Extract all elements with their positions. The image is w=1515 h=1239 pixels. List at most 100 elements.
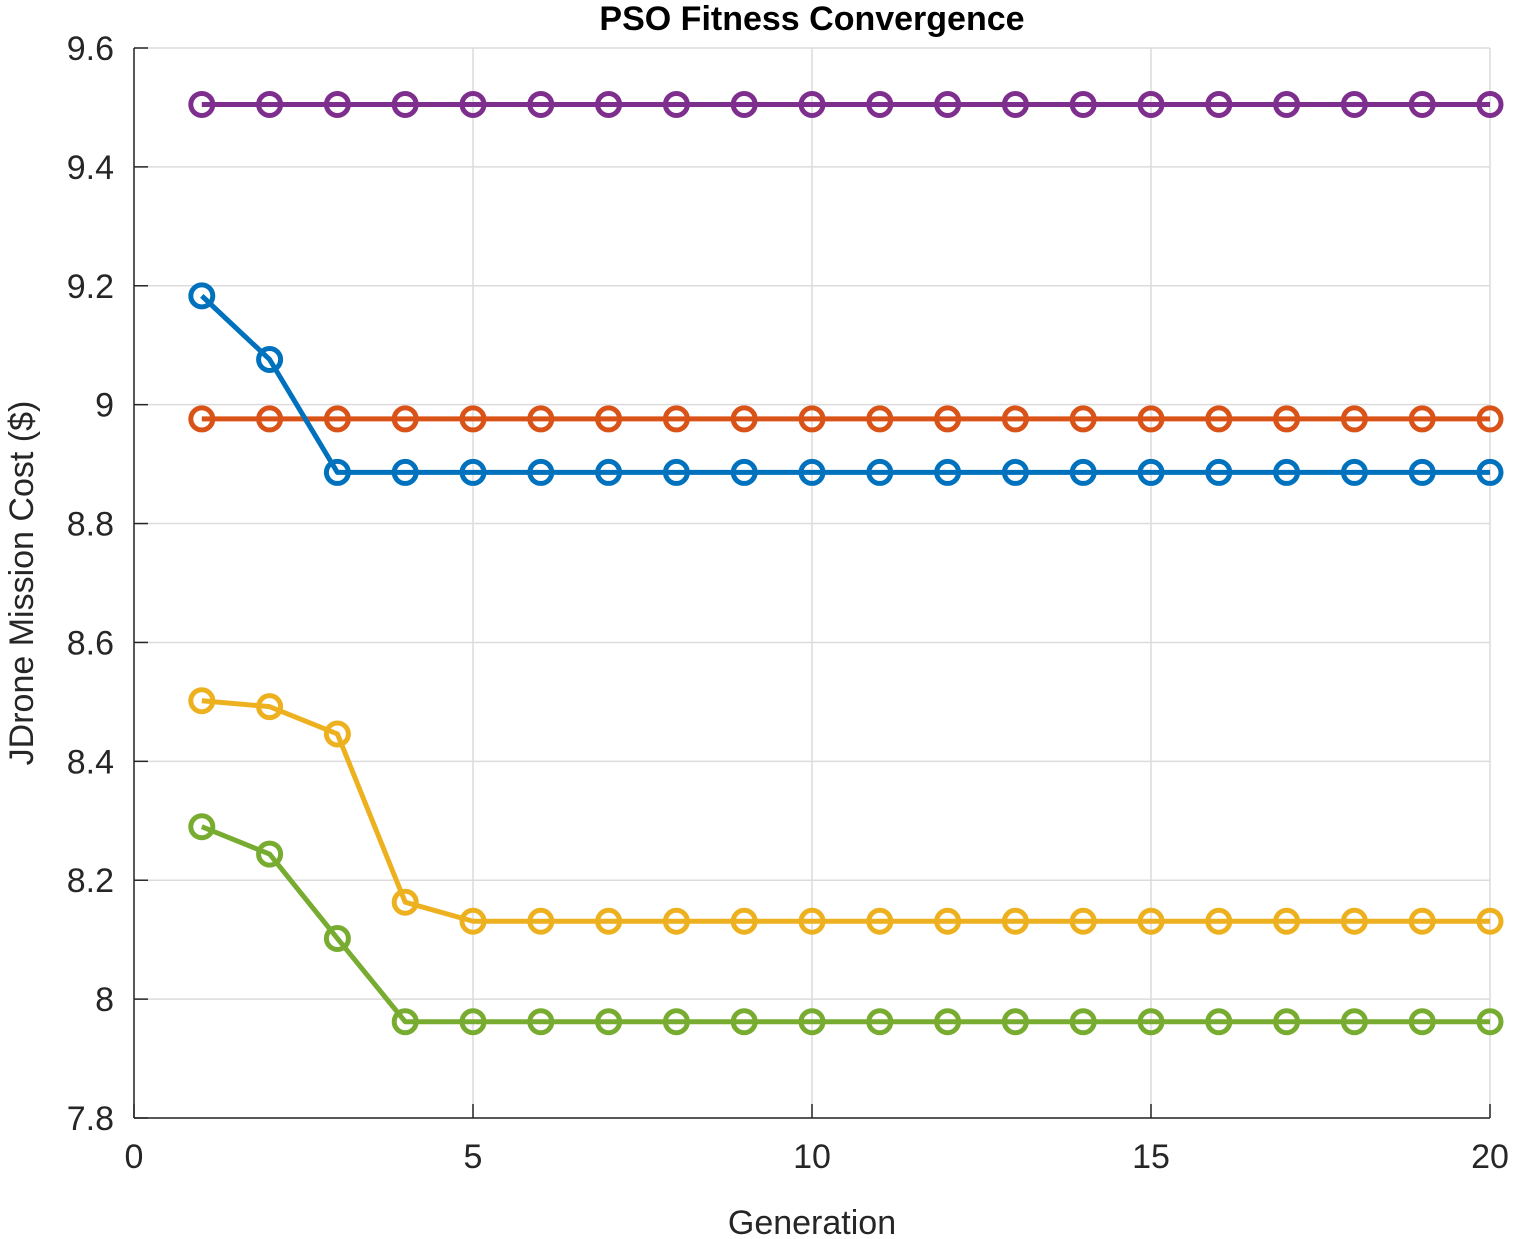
data-point	[1205, 1008, 1233, 1036]
data-point	[1137, 405, 1165, 433]
series-5	[188, 813, 1504, 1036]
data-point	[391, 405, 419, 433]
data-point	[1476, 405, 1504, 433]
y-tick-label: 9.4	[67, 149, 114, 187]
data-point	[527, 1008, 555, 1036]
data-point	[662, 1008, 690, 1036]
data-point	[1408, 1008, 1436, 1036]
data-point	[595, 90, 623, 118]
data-point	[866, 458, 894, 486]
data-point	[1137, 907, 1165, 935]
data-point	[256, 90, 284, 118]
data-point	[798, 1008, 826, 1036]
data-point	[527, 405, 555, 433]
data-point	[1408, 907, 1436, 935]
data-point	[1137, 1008, 1165, 1036]
data-point	[1273, 907, 1301, 935]
data-point	[1476, 90, 1504, 118]
data-point	[391, 888, 419, 916]
data-point	[188, 813, 216, 841]
data-point	[188, 282, 216, 310]
data-point	[595, 1008, 623, 1036]
data-point	[1340, 907, 1368, 935]
data-point	[934, 405, 962, 433]
data-point	[798, 458, 826, 486]
data-point	[934, 458, 962, 486]
data-point	[1340, 90, 1368, 118]
data-point	[730, 405, 758, 433]
y-tick-label: 8.6	[67, 624, 114, 662]
grid	[133, 47, 1491, 1119]
data-point	[256, 405, 284, 433]
data-point	[527, 907, 555, 935]
data-point	[188, 687, 216, 715]
ticks: 0 5 10 15 20 7.8 8 8.2 8.4 8.6 8.8 9 9.2 9.4 9.6	[67, 30, 1509, 1176]
data-point	[459, 405, 487, 433]
x-tick-label: 0	[125, 1138, 144, 1176]
y-tick-label: 8.2	[67, 862, 114, 900]
data-point	[459, 907, 487, 935]
data-point	[323, 924, 351, 952]
data-point	[595, 405, 623, 433]
data-point	[662, 90, 690, 118]
series-1	[188, 90, 1504, 118]
data-point	[459, 90, 487, 118]
y-tick-label: 9.2	[67, 268, 114, 306]
data-point	[595, 907, 623, 935]
data-point	[730, 1008, 758, 1036]
series-3	[188, 282, 1504, 486]
data-point	[595, 458, 623, 486]
data-point	[1273, 405, 1301, 433]
data-point	[866, 90, 894, 118]
data-point	[256, 693, 284, 721]
data-point	[1205, 907, 1233, 935]
data-point	[1476, 458, 1504, 486]
y-tick-label: 8.4	[67, 743, 114, 781]
data-point	[934, 1008, 962, 1036]
data-point	[1205, 405, 1233, 433]
data-point	[1069, 90, 1097, 118]
chart-title: PSO Fitness Convergence	[599, 0, 1024, 38]
data-point	[323, 458, 351, 486]
series-4	[188, 687, 1504, 935]
data-point	[1205, 90, 1233, 118]
data-point	[188, 405, 216, 433]
data-point	[1340, 405, 1368, 433]
x-axis-label: Generation	[728, 1204, 896, 1239]
data-point	[730, 458, 758, 486]
data-point	[1001, 907, 1029, 935]
data-point	[1476, 907, 1504, 935]
x-tick-label: 20	[1471, 1138, 1509, 1176]
data-point	[1069, 1008, 1097, 1036]
data-point	[1001, 405, 1029, 433]
data-point	[1137, 90, 1165, 118]
data-point	[459, 1008, 487, 1036]
data-point	[527, 458, 555, 486]
series-2	[188, 405, 1504, 433]
y-tick-label: 8	[95, 981, 114, 1019]
data-point	[323, 90, 351, 118]
data-point	[256, 840, 284, 868]
data-point	[866, 1008, 894, 1036]
data-point	[1476, 1008, 1504, 1036]
data-point	[934, 90, 962, 118]
data-point	[1408, 458, 1436, 486]
data-point	[323, 720, 351, 748]
series-group	[188, 90, 1504, 1036]
x-tick-label: 15	[1132, 1138, 1170, 1176]
data-point	[188, 90, 216, 118]
x-tick-label: 5	[464, 1138, 483, 1176]
data-point	[391, 90, 419, 118]
series-line	[200, 294, 1490, 475]
data-point	[1340, 1008, 1368, 1036]
data-point	[730, 90, 758, 118]
data-point	[1408, 90, 1436, 118]
data-point	[798, 907, 826, 935]
data-point	[1001, 1008, 1029, 1036]
data-point	[798, 405, 826, 433]
data-point	[1340, 458, 1368, 486]
data-point	[256, 345, 284, 373]
data-point	[1069, 405, 1097, 433]
data-point	[662, 907, 690, 935]
